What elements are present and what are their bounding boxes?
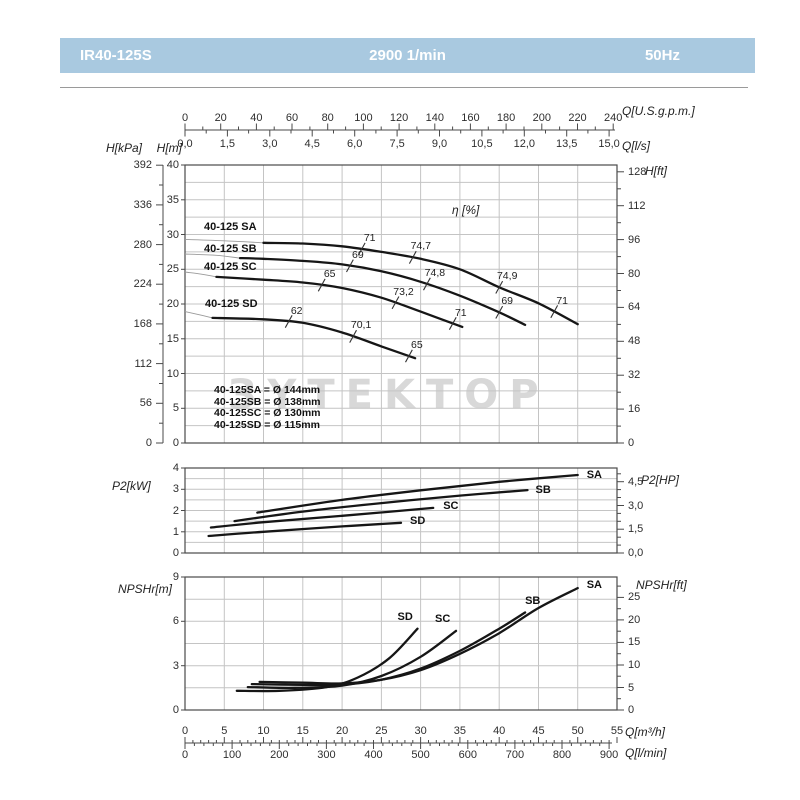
impeller-legend-line: 40-125SD = Ø 115mm [214,418,320,431]
p2-hp-unit-label: P2[HP] [641,473,680,487]
q-lmin-unit-label: Q[l/min] [625,746,667,760]
q-ls-unit-label: Q[l/s] [622,139,651,153]
pump-frequency: 50Hz [644,47,680,64]
curve-label-sa: 40-125 SA [204,221,257,233]
q-m3h-unit-label: Q[m³/h] [625,725,666,739]
h-kpa-unit-label: H[kPa] [105,141,142,155]
impeller-legend-line: 40-125SC = Ø 130mm [214,407,321,419]
q-gpm-unit-label: Q[U.S.g.p.m.] [622,104,695,118]
impeller-legend-line: 40-125SA = Ø 144mm [214,384,321,396]
npshr-m-unit-label: NPSHr[m] [118,582,172,596]
watermark: ЗYTEKTOP [228,372,550,418]
pump-speed: 2900 1/min [369,47,446,64]
header-bar: IR40-125S 2900 1/min 50Hz [60,38,755,73]
pump-model: IR40-125S [80,47,152,64]
curve-label-sd: 40-125 SD [205,298,258,310]
npshr-ft-unit-label: NPSHr[ft] [636,578,687,592]
h-m-unit-label: H[m] [156,141,182,155]
p2-kw-unit-label: P2[kW] [112,479,151,493]
curve-label-sc: 40-125 SC [204,261,257,273]
impeller-legend: 40-125SA = Ø 144mm 40-125SB = Ø 138mm 40… [214,384,321,431]
efficiency-axis-label: η [%] [452,203,480,217]
header-divider [60,87,748,88]
impeller-legend-line: 40-125SB = Ø 138mm [214,395,321,408]
curve-label-sb: 40-125 SB [204,243,257,255]
h-ft-unit-label: H[ft] [645,164,668,178]
